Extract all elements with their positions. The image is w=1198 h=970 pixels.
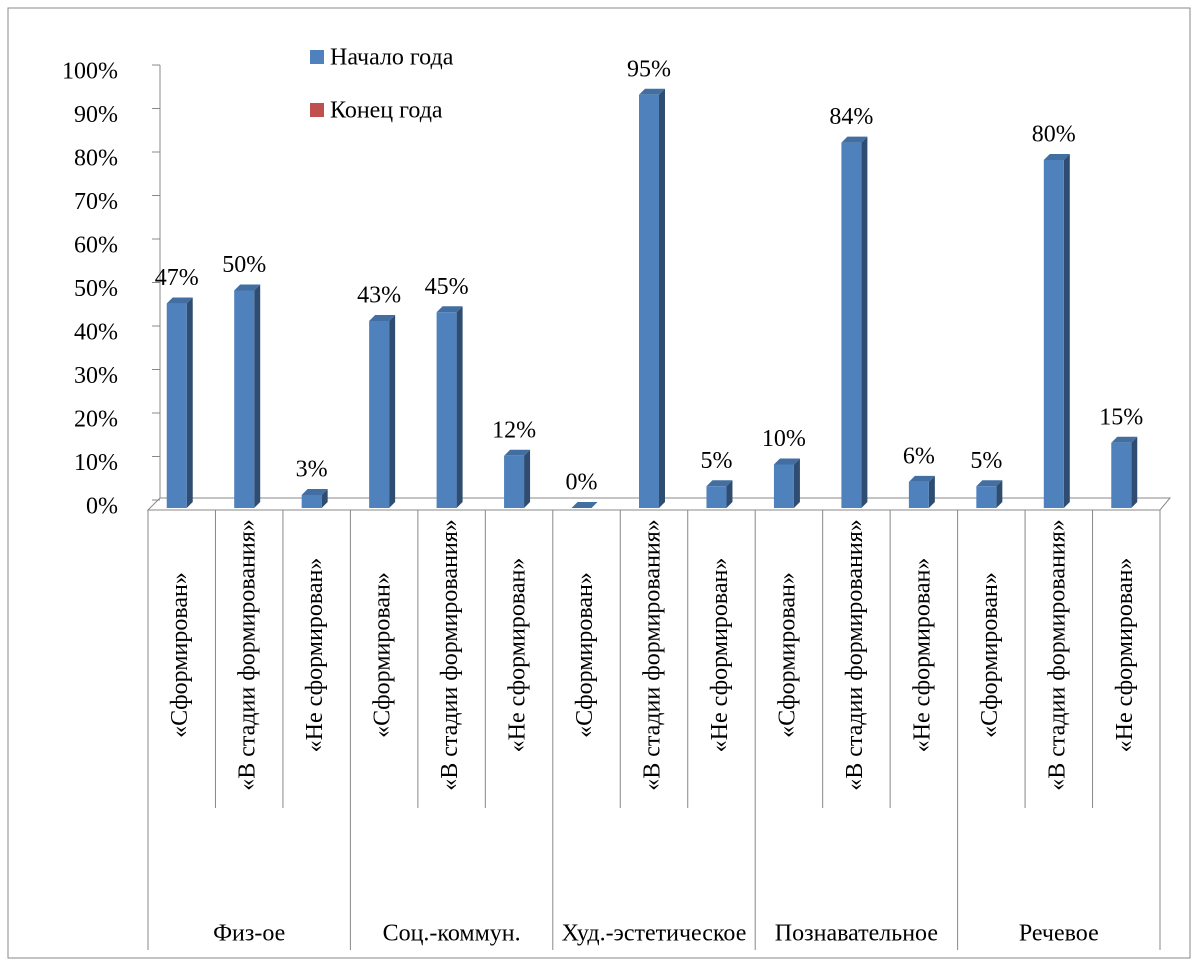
- y-tick-label: 20%: [74, 407, 118, 433]
- bar: [571, 502, 598, 508]
- legend-swatch: [310, 50, 324, 64]
- x-tick-label: «В стадии формирования»: [235, 519, 261, 791]
- bar: [639, 88, 665, 508]
- y-tick-label: 50%: [74, 276, 118, 302]
- bar: [504, 449, 531, 508]
- y-tick-label: 60%: [74, 233, 118, 259]
- value-label: 15%: [1099, 404, 1143, 430]
- y-tick-label: 30%: [74, 363, 118, 389]
- x-tick-label: «Не сформирован»: [909, 558, 935, 753]
- x-tick-label: «В стадии формирования»: [640, 519, 666, 791]
- value-label: 45%: [425, 274, 469, 300]
- legend-label: Начало года: [330, 45, 454, 71]
- bar: [908, 475, 935, 508]
- bar: [369, 314, 396, 508]
- y-tick-label: 70%: [74, 189, 118, 215]
- legend-label: Конец года: [330, 98, 443, 124]
- bar: [976, 480, 1003, 508]
- value-label: 50%: [222, 252, 266, 278]
- value-label: 12%: [492, 417, 536, 443]
- value-label: 5%: [970, 448, 1002, 474]
- bar: [234, 284, 261, 508]
- x-tick-label: «Не сформирован»: [707, 558, 733, 753]
- bar: [706, 480, 733, 508]
- group-label: Худ.-эстетическое: [562, 921, 747, 947]
- y-tick-label: 100%: [62, 59, 118, 85]
- group-label: Соц.-коммун.: [383, 921, 521, 947]
- bar: [1043, 154, 1070, 508]
- bar: [301, 488, 328, 508]
- x-tick-label: «Сформирован»: [572, 572, 598, 738]
- x-tick-label: «Не сформирован»: [302, 558, 328, 753]
- y-tick-label: 0%: [86, 494, 118, 520]
- y-tick-label: 10%: [74, 450, 118, 476]
- bar: [166, 297, 193, 508]
- value-label: 5%: [700, 448, 732, 474]
- x-tick-label: «Сформирован»: [774, 572, 800, 738]
- bar: [436, 306, 463, 508]
- value-label: 6%: [903, 443, 935, 469]
- group-label: Физ-ое: [213, 921, 285, 947]
- value-label: 43%: [357, 282, 401, 308]
- value-label: 95%: [627, 56, 671, 82]
- bar: [773, 458, 800, 508]
- legend-swatch: [310, 103, 324, 117]
- y-tick-label: 40%: [74, 320, 118, 346]
- value-label: 47%: [155, 265, 199, 291]
- value-label: 10%: [762, 426, 806, 452]
- y-tick-label: 90%: [74, 102, 118, 128]
- bar: [1111, 436, 1138, 508]
- value-label: 3%: [296, 456, 328, 482]
- x-tick-label: «Сформирован»: [167, 572, 193, 738]
- x-tick-label: «В стадии формирования»: [437, 519, 463, 791]
- x-tick-label: «Сформирован»: [370, 572, 396, 738]
- x-tick-label: «Сформирован»: [977, 572, 1003, 738]
- bar: [841, 136, 868, 508]
- x-tick-label: «Не сформирован»: [505, 558, 531, 753]
- y-tick-label: 80%: [74, 146, 118, 172]
- group-label: Речевое: [1019, 921, 1099, 947]
- value-label: 84%: [829, 104, 873, 130]
- x-tick-label: «Не сформирован»: [1112, 558, 1138, 753]
- value-label: 0%: [566, 470, 598, 496]
- x-tick-label: «В стадии формирования»: [842, 519, 868, 791]
- group-label: Познавательное: [775, 921, 938, 947]
- value-label: 80%: [1032, 122, 1076, 148]
- x-tick-label: «В стадии формирования»: [1044, 519, 1070, 791]
